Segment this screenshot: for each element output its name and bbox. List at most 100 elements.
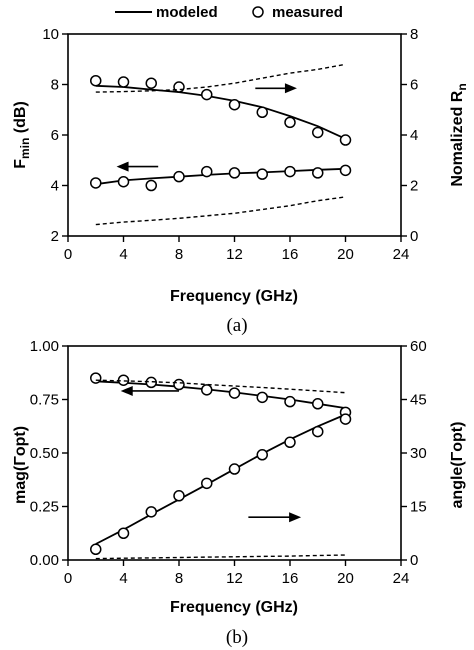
chart-a-left-y-axis-title-main: F: [12, 159, 29, 169]
chart-a-series-measured-right-point: [90, 74, 102, 87]
chart-a-series-measured-left-point: [117, 175, 130, 188]
chart-a-left-y-tick-label: 8: [51, 77, 59, 94]
legend: modeled measured: [115, 4, 343, 21]
chart-b-x-tick-label: 12: [226, 570, 243, 587]
chart-b-left-y-tick-label: 0.75: [30, 392, 59, 409]
chart-a-right-y-axis-title: Nomalized Rn: [449, 83, 469, 186]
chart-b-series-measured-right-point: [312, 425, 324, 438]
chart-b-series-dashed-lower-right-line: [95, 554, 346, 560]
chart-b-series-measured-left: [90, 372, 352, 419]
chart-a-series-measured-right-point: [312, 126, 324, 139]
chart-b-right-y-axis-title: angle(Γopt): [449, 422, 466, 509]
chart-b-series-measured-left-point: [284, 395, 296, 408]
chart-b-series-measured-right-point: [145, 506, 157, 518]
chart-b-series-modeled-right-line: [95, 413, 346, 545]
chart-b-right-y-tick-label: 45: [410, 392, 427, 409]
chart-b-series-measured-left-point: [173, 378, 185, 391]
chart-a-series-measured-left-point: [145, 179, 157, 192]
chart-a-left-y-tick-label: 2: [51, 228, 59, 245]
chart-a-arrow-left: [116, 161, 159, 172]
chart-a-left-y-axis-title-rest: (dB): [12, 101, 29, 137]
chart-a-series-measured-left-point: [256, 168, 268, 180]
chart-a-x-tick-label: 24: [393, 246, 410, 263]
chart-b-right-y-axis-title-main: angle(Γopt): [449, 422, 466, 509]
chart-b-series-modeled-left-line: [95, 380, 346, 409]
chart-b-series-measured-right: [90, 413, 352, 556]
chart-a-series-measured-right-point: [201, 88, 213, 101]
chart-a-left-y-tick-label: 10: [42, 26, 59, 43]
chart-b-right-y-tick-label: 15: [410, 499, 427, 516]
chart-a-left-y-tick-label: 4: [51, 178, 59, 195]
legend-measured-marker: [252, 6, 264, 18]
chart-a-series-dashed-lower-left-line: [95, 196, 346, 226]
chart-a-x-tick-label: 20: [337, 246, 354, 263]
chart-a-arrow-head: [284, 83, 297, 94]
chart-a-x-tick-label: 0: [64, 246, 72, 263]
chart-a-series-measured-right-point: [173, 81, 185, 93]
chart-b-left-y-tick-label: 0.50: [30, 445, 59, 462]
chart-b-series-measured-right-point: [173, 490, 185, 502]
chart-b-series-measured-right-point: [256, 449, 268, 461]
chart-a-series-measured-left-point: [339, 164, 352, 177]
chart-b-series-measured-right-point: [284, 436, 296, 449]
chart-b-series-measured-left-point: [228, 387, 241, 399]
chart-a-x-tick-label: 16: [282, 246, 299, 263]
chart-a-series-measured-left-point: [173, 170, 185, 183]
chart-b-left-y-axis-title-main: mag(Γopt): [12, 426, 29, 504]
chart-a-series-measured-right-point: [145, 77, 157, 89]
chart-b-arrow-head: [120, 385, 133, 396]
chart-b-series-measured-left-point: [312, 398, 324, 410]
chart-a-series-measured-left-point: [284, 165, 296, 178]
chart-b-arrow-right: [248, 512, 302, 523]
chart-b-x-axis-title: Frequency (GHz): [170, 599, 298, 616]
chart-b-series-measured-right-point: [90, 543, 102, 556]
chart-a-series-measured-right-point: [117, 76, 130, 88]
chart-b-series-measured-left-point: [145, 376, 157, 389]
chart-a-right-y-tick-label: 8: [410, 26, 418, 43]
chart-a-series-modeled-left-line: [95, 167, 346, 186]
chart-a-right-y-tick-label: 0: [410, 228, 418, 245]
chart-b-plot-frame: [67, 345, 402, 561]
chart-a-left-y-tick-label: 6: [51, 127, 59, 144]
chart-a-series-measured-right: [90, 74, 352, 146]
chart-a-series-measured-left-point: [90, 177, 102, 189]
chart-b-left-y-tick-label: 0.00: [30, 552, 59, 569]
chart-a-series-measured-right-point: [228, 98, 241, 111]
chart-a-series-measured-right-point: [284, 116, 296, 129]
chart-a-series-measured-left-point: [228, 167, 241, 179]
chart-b-x-tick-label: 24: [393, 570, 410, 587]
chart-a-plot-frame: [67, 33, 402, 237]
chart-a-arrow-right: [255, 83, 297, 94]
chart-b-left-y-tick-label: 0.25: [30, 499, 59, 516]
chart-b-right-y-tick-label: 60: [410, 338, 427, 355]
chart-a-right-y-tick-label: 4: [410, 127, 418, 144]
chart-a-series-measured-left-point: [312, 167, 324, 179]
chart-a-x-tick-label: 12: [226, 246, 243, 263]
legend-modeled-label: modeled: [156, 4, 218, 21]
chart-a-left-y-axis-title: Fmin (dB): [12, 101, 32, 169]
chart-b-caption: (b): [226, 627, 248, 648]
chart-b-right-y-tick-label: 30: [410, 445, 427, 462]
chart-a-arrow-head: [116, 161, 129, 172]
chart-a-right-y-axis-title-sub: n: [455, 83, 469, 90]
chart-a-right-y-axis-title-main: Nomalized R: [449, 90, 466, 186]
chart-b-right-y-tick-label: 0: [410, 552, 418, 569]
chart-b-plot-area: 0 4 8 12 16 20 24 0.00 0.25 0.50 0.75 1.00 0 15 30 45 60: [30, 338, 427, 587]
chart-b-left-y-tick-label: 1.00: [30, 338, 59, 355]
legend-measured-label: measured: [272, 4, 343, 21]
chart-a-right-y-tick-label: 2: [410, 178, 418, 195]
chart-a-series-measured-right-point: [339, 134, 352, 146]
chart-b-series-measured-right-point: [228, 463, 241, 475]
chart-b-series-measured-left-point: [256, 391, 268, 404]
chart-b-arrow-head: [289, 512, 302, 523]
chart-b-series-measured-right-point: [339, 413, 352, 425]
chart-a-series-modeled-right-line: [95, 84, 346, 140]
chart-b-x-tick-label: 8: [175, 570, 183, 587]
chart-b: 0 4 8 12 16 20 24 0.00 0.25 0.50 0.75 1.00 0 15 30 45 60…: [12, 338, 466, 648]
chart-b-arrow-left: [120, 385, 179, 396]
chart-a-x-tick-label: 4: [119, 246, 127, 263]
chart-a-left-y-axis-title-sub: min: [18, 138, 32, 159]
